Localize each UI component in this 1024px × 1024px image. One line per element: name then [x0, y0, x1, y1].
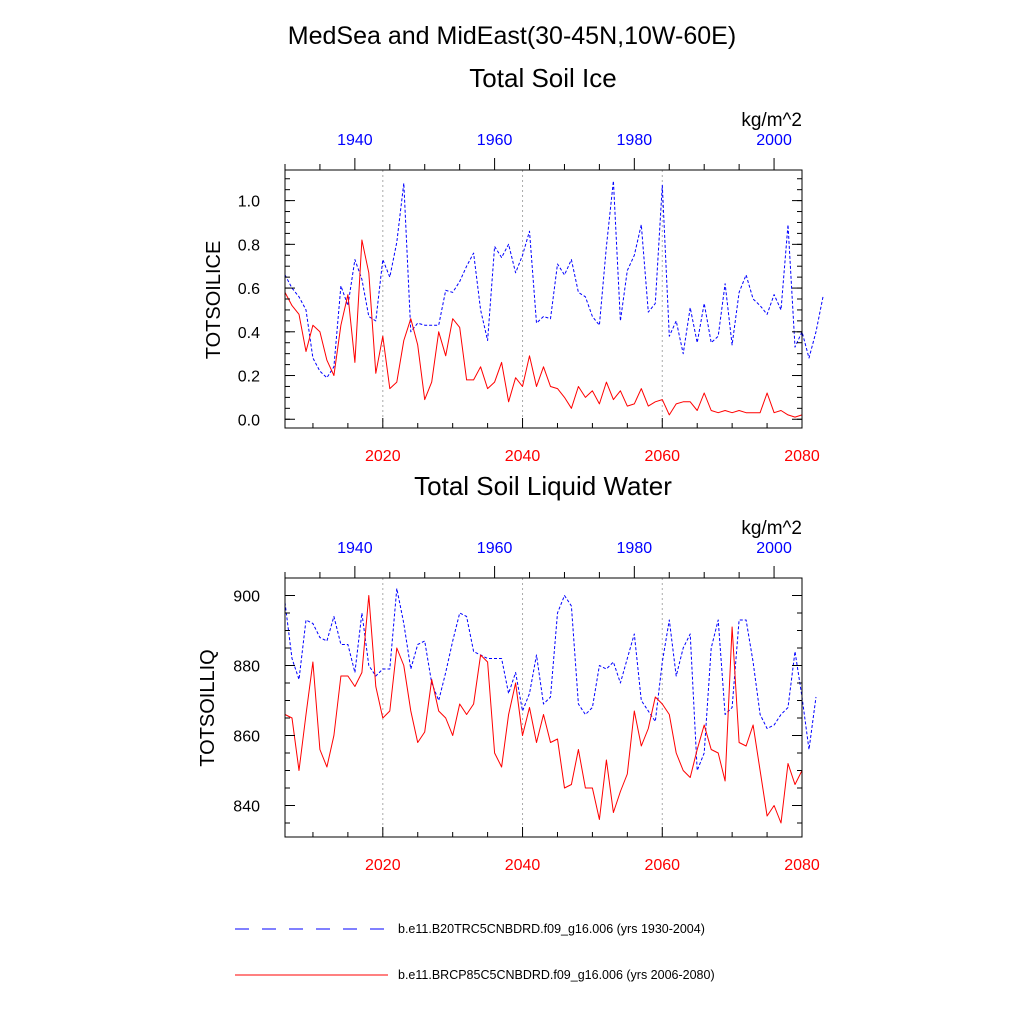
x-bottom-tick-label: 2040: [505, 448, 541, 465]
x-bottom-tick-label: 2080: [784, 448, 820, 465]
x-top-tick-label: 1980: [617, 540, 653, 557]
units-label: kg/m^2: [741, 518, 802, 539]
series-line-future: [284, 239, 803, 418]
y-axis-label: TOTSOILLIQ: [197, 649, 219, 766]
x-top-tick-label: 1980: [617, 132, 653, 149]
y-tick-label: 0.6: [238, 281, 260, 298]
panel-title: Total Soil Ice: [469, 63, 616, 93]
y-tick-label: 0.8: [238, 237, 260, 254]
y-tick-label: 880: [233, 659, 260, 676]
x-top-tick-label: 2000: [756, 132, 792, 149]
plot-frame: [284, 577, 803, 838]
x-top-tick-label: 1960: [477, 132, 513, 149]
y-tick-label: 860: [233, 729, 260, 746]
series-line-future: [284, 595, 803, 824]
panel-total-soil-liquid-water: Total Soil Liquid Water kg/m^2 TOTSOILLI…: [197, 471, 820, 874]
y-tick-label: 1.0: [238, 194, 260, 211]
y-tick-label: 840: [233, 799, 260, 816]
x-top-tick-label: 1940: [337, 132, 373, 149]
x-bottom-tick-label: 2020: [365, 857, 401, 874]
y-tick-label: 0.0: [238, 412, 260, 429]
y-tick-label: 0.2: [238, 369, 260, 386]
series-line-historical: [284, 588, 817, 771]
units-label: kg/m^2: [741, 110, 802, 131]
series-line-historical: [284, 180, 824, 379]
y-tick-label: 900: [233, 589, 260, 606]
y-tick-label: 0.4: [238, 325, 260, 342]
x-top-tick-label: 1960: [477, 540, 513, 557]
y-axis-label: TOTSOILICE: [203, 241, 225, 360]
x-bottom-tick-label: 2060: [644, 857, 680, 874]
x-top-tick-label: 1940: [337, 540, 373, 557]
legend-label-historical: b.e11.B20TRC5CNBDRD.f09_g16.006 (yrs 193…: [398, 922, 705, 936]
x-bottom-tick-label: 2020: [365, 448, 401, 465]
x-top-tick-label: 2000: [756, 540, 792, 557]
panel-title: Total Soil Liquid Water: [414, 471, 672, 501]
legend-label-future: b.e11.BRCP85C5CNBDRD.f09_g16.006 (yrs 20…: [398, 968, 715, 982]
legend: b.e11.B20TRC5CNBDRD.f09_g16.006 (yrs 193…: [235, 922, 715, 982]
x-bottom-tick-label: 2060: [644, 448, 680, 465]
plot-frame: [284, 169, 803, 429]
panel-total-soil-ice: Total Soil Ice kg/m^2 TOTSOILICE 0.0 0.2 0…: [203, 63, 824, 465]
x-bottom-tick-label: 2080: [784, 857, 820, 874]
figure-title: MedSea and MidEast(30-45N,10W-60E): [288, 22, 736, 50]
x-bottom-tick-label: 2040: [505, 857, 541, 874]
